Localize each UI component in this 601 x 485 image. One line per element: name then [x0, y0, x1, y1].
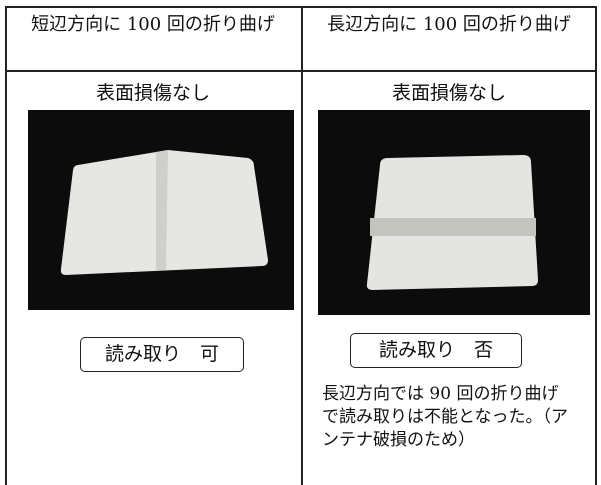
surface-label: 表面損傷なし [391, 82, 506, 104]
rule [5, 6, 7, 485]
result-box: 読み取り 否 [350, 333, 522, 368]
rule [5, 6, 596, 8]
photo [318, 110, 590, 315]
result-box: 読み取り 可 [80, 337, 244, 372]
photo [28, 110, 294, 310]
rule [5, 70, 596, 72]
top-edge [0, 0, 601, 8]
column-header: 長辺方向に 100 回の折り曲げ [327, 14, 571, 35]
rule [595, 6, 597, 485]
rule [301, 6, 303, 485]
surface-label: 表面損傷なし [95, 82, 210, 104]
note: 長辺方向では 90 回の折り曲げで読み取りは不能となった。（アンテナ破損のため） [322, 384, 568, 450]
column-header: 短辺方向に 100 回の折り曲げ [31, 14, 275, 35]
